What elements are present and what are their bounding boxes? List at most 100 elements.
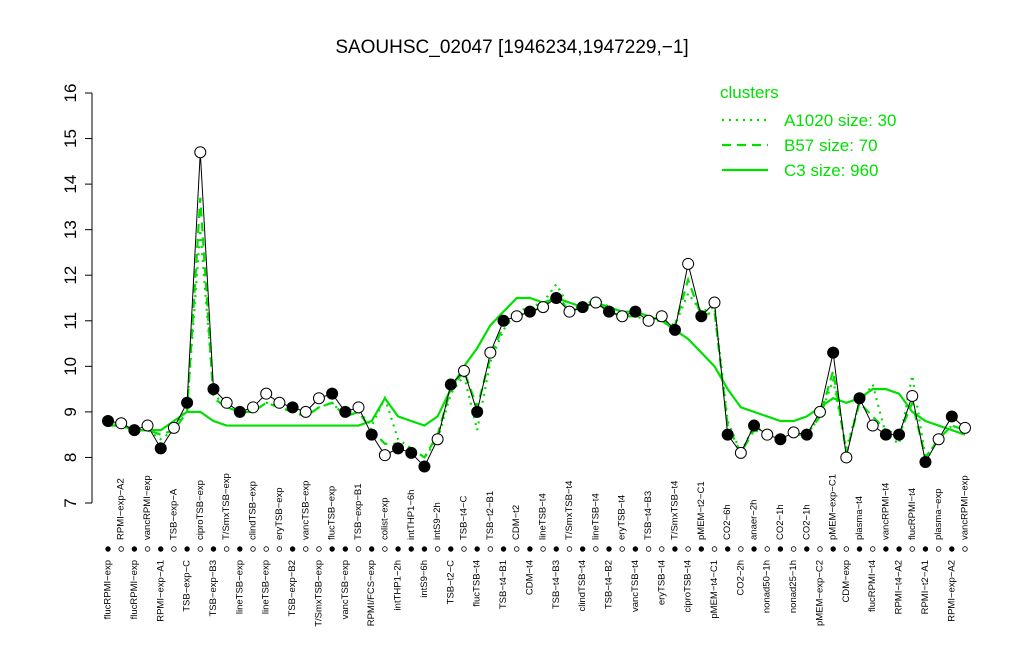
x-tick-label: eryTSB−t4 — [617, 495, 628, 540]
data-point — [128, 424, 141, 437]
y-tick-label: 13 — [61, 220, 80, 239]
x-tick-label: CO2−6h — [722, 504, 733, 540]
data-point — [919, 456, 932, 468]
data-point — [774, 433, 787, 446]
sample-dot — [408, 546, 414, 552]
data-point — [207, 383, 220, 396]
legend-title: clusters — [720, 83, 779, 102]
x-tick-label: intTHP1−6h — [406, 490, 417, 540]
sample-dot — [131, 546, 138, 552]
x-tick-label: CO2−1h — [801, 504, 812, 540]
x-tick-label: TSB−t2−C — [445, 560, 456, 604]
x-tick-label: vancTSB−exp — [300, 481, 311, 540]
sample-dot — [606, 546, 612, 552]
y-tick-label: 14 — [61, 175, 80, 194]
y-tick-label: 10 — [61, 357, 80, 376]
data-point — [260, 387, 273, 400]
data-point — [286, 401, 299, 414]
x-tick-label: plasma−exp — [933, 489, 944, 541]
x-tick-label: flucRPMI−exp — [129, 560, 140, 619]
x-tick-label: clindTSB−t4 — [577, 560, 588, 612]
sample-dot — [883, 546, 889, 552]
sample-dot — [237, 546, 243, 552]
sample-dot — [593, 546, 599, 552]
data-point — [959, 421, 971, 434]
data-point — [220, 396, 233, 409]
x-tick-label: pMEM−exp−C1 — [828, 474, 839, 540]
x-tick-label: plasma−t4 — [854, 496, 865, 540]
data-point — [510, 310, 523, 323]
data-point — [616, 310, 629, 323]
data-point — [154, 442, 167, 455]
x-tick-label: lineTSB−exp — [234, 560, 245, 614]
data-point — [194, 146, 207, 159]
x-tick-label: TSB−exp−B3 — [208, 560, 219, 617]
data-point — [523, 305, 536, 318]
sample-dot — [579, 546, 586, 552]
x-tick-label: flucRPMI−t4 — [867, 560, 878, 612]
data-point — [866, 419, 879, 432]
data-point — [734, 446, 747, 459]
x-tick-label: lineTSB−exp — [261, 560, 272, 614]
x-tick-label: flucRPMI−exp — [103, 560, 114, 619]
sample-dot — [368, 546, 375, 552]
x-tick-label: TSB−t2−B1 — [485, 491, 496, 540]
data-point — [378, 449, 391, 462]
data-point — [471, 405, 484, 418]
x-tick-label: RPMI/FCS−exp — [366, 560, 377, 626]
x-tick-label: vancTSB−t4 — [630, 560, 641, 612]
data-point — [563, 305, 576, 318]
sample-dot — [395, 546, 401, 552]
y-tick-label: 12 — [61, 266, 80, 285]
x-tick-label: intS9−6h — [419, 560, 430, 598]
x-tick-label: TSB−exp−B2 — [287, 560, 298, 617]
data-point — [247, 401, 260, 414]
x-tick-label: pMEM−exp−C2 — [814, 560, 825, 626]
data-point — [484, 346, 497, 359]
data-point — [299, 405, 312, 418]
sample-dot — [461, 546, 467, 552]
y-tick-label: 16 — [61, 84, 80, 103]
data-point — [945, 410, 958, 423]
sample-dot — [382, 546, 388, 552]
sample-dot — [632, 546, 639, 552]
data-point — [365, 428, 378, 441]
x-tick-label: RPMI−t4−A2 — [894, 560, 905, 614]
data-point — [352, 401, 365, 414]
data-point — [932, 433, 945, 446]
x-tick-label: nonad25−1h — [788, 560, 799, 613]
x-tick-label: TSB−t4−B3 — [551, 560, 562, 609]
x-tick-label: ciproTSB−t4 — [683, 560, 694, 613]
sample-dot — [210, 546, 217, 552]
x-tick-label: vancRPMI−t4 — [880, 483, 891, 540]
x-tick-label: TSB−t4−B1 — [498, 560, 509, 609]
data-point — [629, 305, 642, 318]
sample-dot — [619, 546, 625, 552]
sample-dot — [474, 546, 480, 552]
x-tick-label: ciproTSB−exp — [195, 480, 206, 540]
y-tick-label: 11 — [61, 312, 80, 330]
sample-dot — [962, 546, 968, 552]
sample-dot — [289, 546, 296, 552]
x-tick-label: vancRPMI−exp — [142, 475, 153, 540]
data-point — [431, 433, 444, 446]
data-point — [603, 305, 616, 318]
x-tick-label: eryTSB−t4 — [656, 560, 667, 605]
x-tick-label: TSB−t4−C — [459, 496, 470, 540]
x-tick-label: clindTSB−exp — [248, 481, 259, 540]
x-tick-label: pMEM−t2−C1 — [696, 481, 707, 540]
sample-dot — [118, 546, 124, 552]
sample-dot — [856, 546, 863, 552]
data-point — [708, 296, 721, 309]
sample-dot — [724, 546, 731, 552]
sample-dot — [303, 546, 309, 552]
x-tick-label: flucTSB−exp — [327, 486, 338, 540]
data-point — [906, 389, 919, 402]
legend-label: B57 size: 70 — [784, 136, 878, 155]
sample-dot — [909, 546, 915, 552]
sample-dot — [777, 546, 784, 552]
data-point — [115, 417, 128, 430]
x-tick-label: TSB−t4−B2 — [604, 560, 615, 609]
sample-dot — [500, 546, 507, 552]
data-point — [748, 419, 761, 432]
